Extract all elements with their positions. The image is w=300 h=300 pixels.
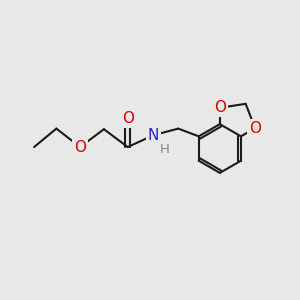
Text: H: H	[160, 143, 170, 157]
Text: O: O	[214, 100, 226, 115]
Text: N: N	[148, 128, 159, 142]
Text: O: O	[249, 121, 261, 136]
Text: O: O	[74, 140, 86, 154]
Text: O: O	[122, 111, 134, 126]
